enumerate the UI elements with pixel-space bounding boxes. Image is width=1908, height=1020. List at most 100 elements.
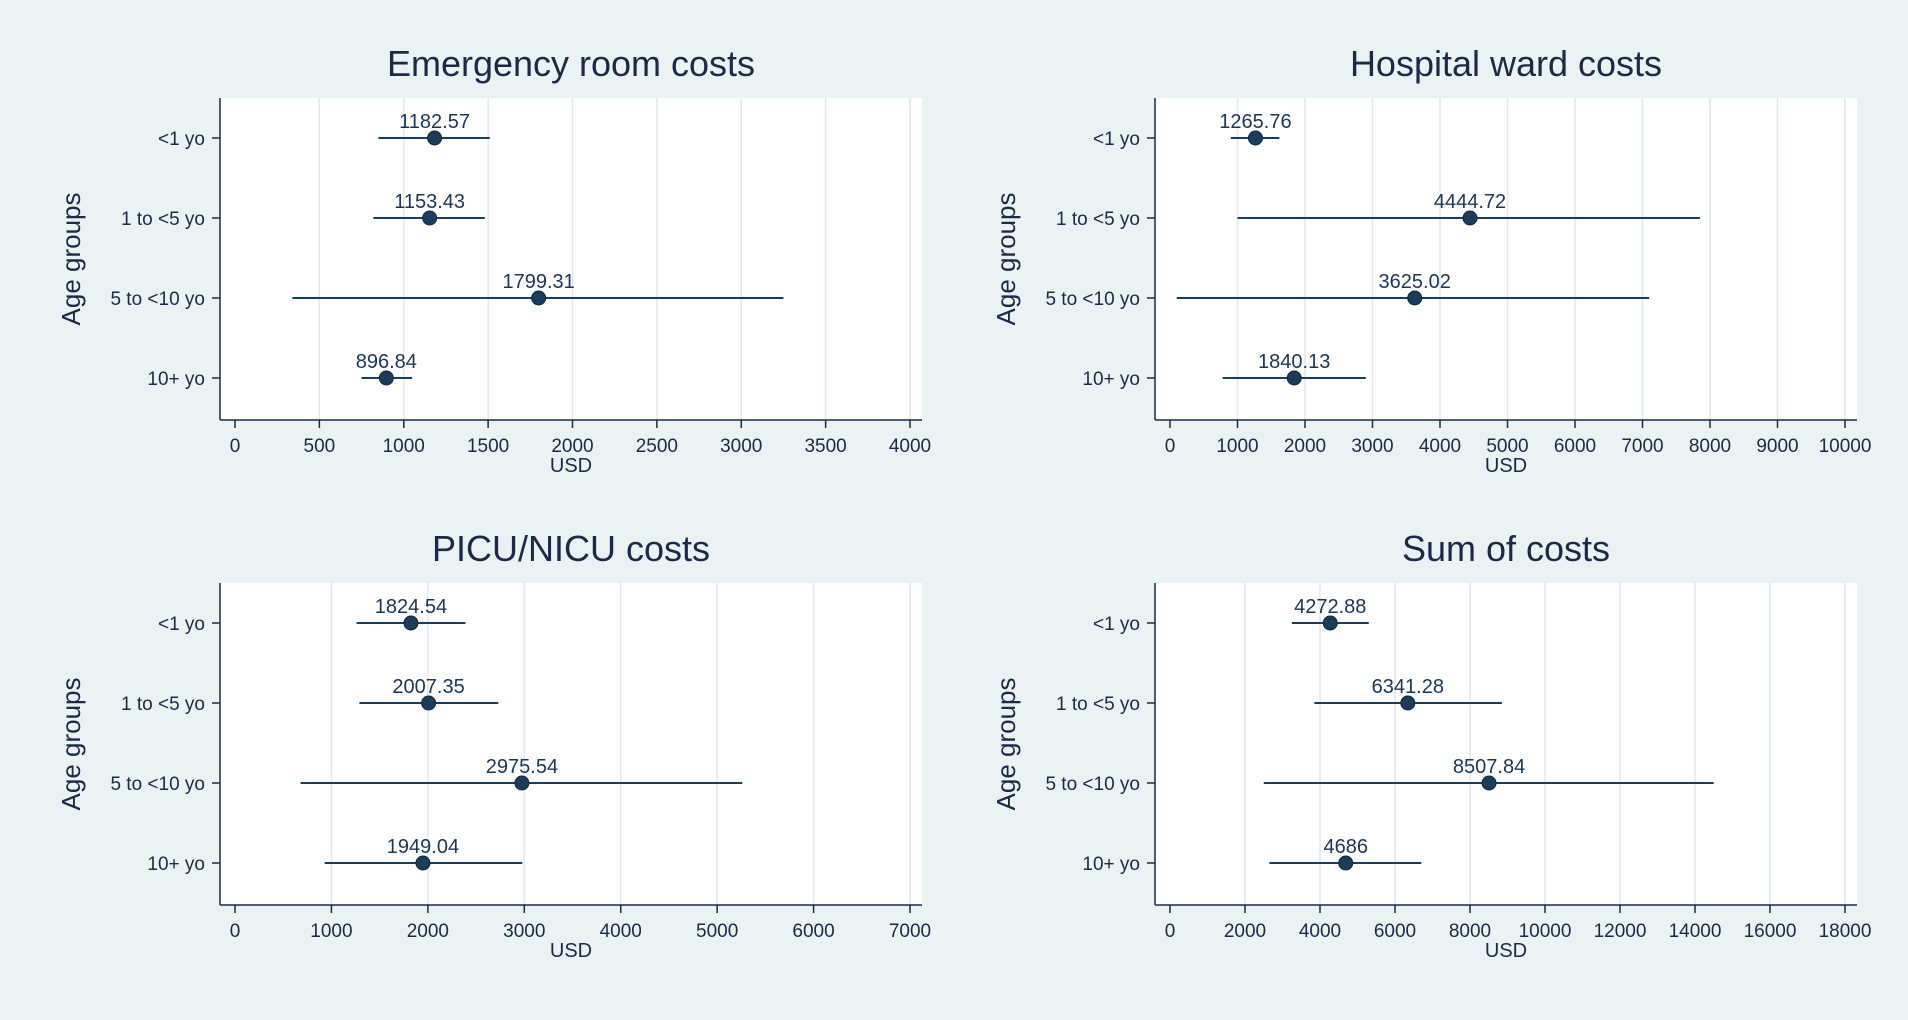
x-axis-label: USD [1485, 940, 1527, 962]
x-tick-label: 9000 [1756, 436, 1798, 457]
x-tick-label: 7000 [1621, 436, 1663, 457]
chart-title: PICU/NICU costs [432, 528, 710, 569]
chart-svg: Sum of costs 0 2000 4000 6000 8000 10000 12000 1… [991, 528, 1871, 962]
x-tick-label: 10000 [1519, 921, 1572, 942]
data-point [1286, 370, 1302, 386]
y-axis-label: Age groups [991, 193, 1021, 326]
y-category-label: 10+ yo [147, 369, 205, 390]
x-tick-label: 12000 [1594, 921, 1647, 942]
x-tick-label: 5000 [696, 921, 738, 942]
data-point [1407, 290, 1423, 306]
plot-area [220, 583, 922, 905]
x-tick-label: 6000 [1554, 436, 1596, 457]
panel-picu-nicu-costs: PICU/NICU costs 0 1000 2000 3000 4000 5000 6000… [0, 505, 931, 975]
x-axis-label: USD [550, 940, 592, 962]
data-label: 4444.72 [1434, 191, 1506, 213]
data-label: 1799.31 [502, 271, 574, 293]
y-category-label: 1 to <5 yo [121, 694, 205, 715]
y-category-label: 1 to <5 yo [121, 209, 205, 230]
x-tick-label: 500 [304, 436, 336, 457]
panel-hospital-ward-costs: Hospital ward costs 0 1000 2000 3000 4000 5000… [935, 20, 1871, 490]
x-tick-label: 4000 [600, 921, 642, 942]
y-category-label: 10+ yo [1082, 369, 1140, 390]
x-tick-label: 4000 [1299, 921, 1341, 942]
x-axis-label: USD [1485, 455, 1527, 477]
data-label: 6341.28 [1372, 676, 1444, 698]
data-label: 1182.57 [399, 111, 470, 133]
y-axis-label: Age groups [56, 678, 86, 811]
x-tick-label: 2000 [407, 921, 449, 942]
x-tick-label: 1000 [310, 921, 352, 942]
x-tick-label: 0 [230, 436, 241, 457]
chart-svg: Hospital ward costs 0 1000 2000 3000 4000 5000… [991, 43, 1871, 477]
data-label: 2007.35 [392, 676, 464, 698]
data-point [421, 695, 437, 711]
data-point [1247, 130, 1263, 146]
x-axis-label: USD [550, 455, 592, 477]
x-tick-label: 8000 [1689, 436, 1731, 457]
x-tick-label: 10000 [1819, 436, 1872, 457]
x-tick-label: 4000 [1419, 436, 1461, 457]
chart-title: Sum of costs [1402, 528, 1610, 569]
x-tick-label: 1500 [467, 436, 509, 457]
y-category-label: <1 yo [1093, 129, 1140, 150]
x-tick-label: 16000 [1744, 921, 1797, 942]
x-tick-label: 2000 [551, 436, 593, 457]
panel-emergency-room-costs: Emergency room costs 0 500 1000 1500 2000 2500… [0, 20, 931, 490]
x-tick-label: 6000 [792, 921, 834, 942]
x-tick-label: 0 [230, 921, 241, 942]
y-category-label: 10+ yo [1082, 854, 1140, 875]
data-label: 4272.88 [1294, 596, 1366, 618]
data-label: 4686 [1323, 836, 1368, 858]
data-label: 1949.04 [387, 836, 459, 858]
x-tick-label: 3000 [720, 436, 762, 457]
x-tick-label: 7000 [889, 921, 931, 942]
x-tick-label: 3000 [1351, 436, 1393, 457]
x-tick-label: 1000 [1216, 436, 1258, 457]
data-point [427, 130, 443, 146]
chart-svg: PICU/NICU costs 0 1000 2000 3000 4000 5000 6000… [56, 528, 931, 962]
y-category-label: 5 to <10 yo [1045, 774, 1140, 795]
y-category-label: 5 to <10 yo [110, 289, 205, 310]
chart-svg: Emergency room costs 0 500 1000 1500 2000 2500… [56, 43, 931, 477]
x-tick-label: 0 [1165, 436, 1176, 457]
data-point [422, 210, 438, 226]
data-point [1338, 855, 1354, 871]
data-point [1481, 775, 1497, 791]
y-category-label: 10+ yo [147, 854, 205, 875]
chart-title: Emergency room costs [387, 43, 755, 84]
y-category-label: <1 yo [158, 614, 205, 635]
data-label: 1265.76 [1219, 111, 1291, 133]
x-tick-label: 2500 [636, 436, 678, 457]
data-point [1322, 615, 1338, 631]
data-point [514, 775, 530, 791]
x-tick-label: 2000 [1284, 436, 1326, 457]
y-category-label: <1 yo [158, 129, 205, 150]
data-point [1400, 695, 1416, 711]
x-tick-label: 4000 [889, 436, 931, 457]
data-point [378, 370, 394, 386]
y-category-label: 5 to <10 yo [110, 774, 205, 795]
panel-sum-of-costs: Sum of costs 0 2000 4000 6000 8000 10000 12000 1… [935, 505, 1871, 975]
data-label: 2975.54 [486, 756, 558, 778]
data-point [403, 615, 419, 631]
data-label: 3625.02 [1379, 271, 1451, 293]
data-point [415, 855, 431, 871]
y-category-label: 1 to <5 yo [1056, 209, 1140, 230]
x-tick-label: 14000 [1669, 921, 1722, 942]
chart-title: Hospital ward costs [1350, 43, 1662, 84]
x-tick-label: 8000 [1449, 921, 1491, 942]
y-category-label: 5 to <10 yo [1045, 289, 1140, 310]
y-category-label: <1 yo [1093, 614, 1140, 635]
data-label: 1840.13 [1258, 351, 1330, 373]
x-tick-label: 18000 [1819, 921, 1872, 942]
plot-area [220, 98, 922, 420]
data-label: 8507.84 [1453, 756, 1525, 778]
y-category-label: 1 to <5 yo [1056, 694, 1140, 715]
x-tick-label: 0 [1165, 921, 1176, 942]
data-point [531, 290, 547, 306]
x-tick-label: 2000 [1224, 921, 1266, 942]
x-tick-label: 3000 [503, 921, 545, 942]
x-tick-label: 1000 [383, 436, 425, 457]
data-label: 1824.54 [375, 596, 447, 618]
